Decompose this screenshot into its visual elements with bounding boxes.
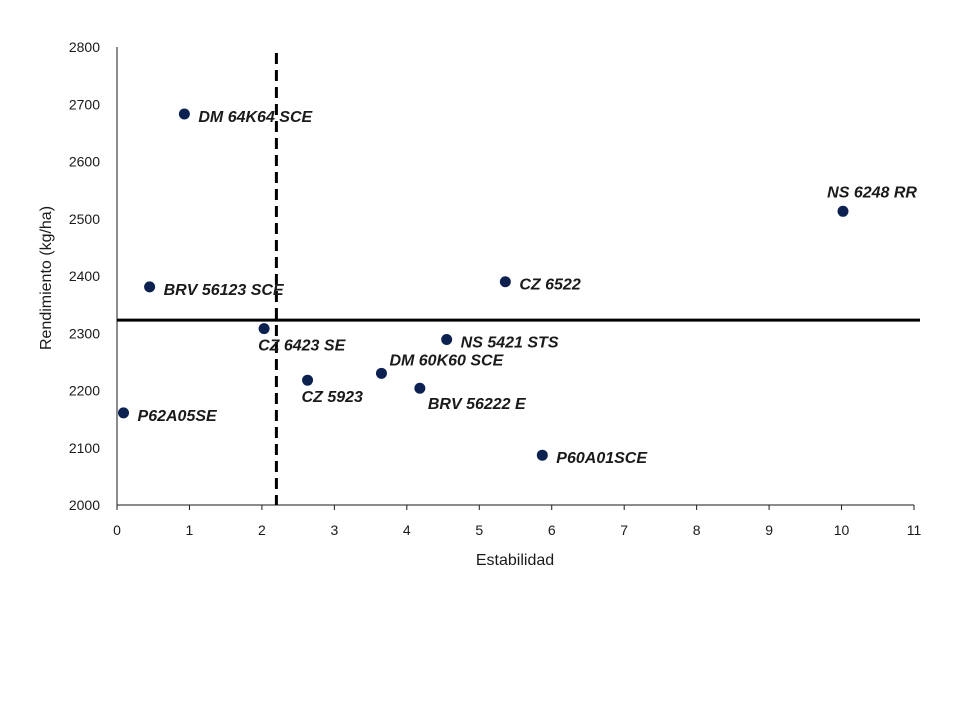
data-point [178,108,190,120]
x-tick-label: 8 [693,522,701,538]
data-point [837,205,849,217]
point-labels: DM 64K64 SCE NS 6248 RR BRV 56123 SCE CZ 65… [138,109,918,467]
data-points [118,108,849,461]
x-tick-label: 1 [186,522,194,538]
y-tick-label: 2800 [69,39,100,55]
x-tick-label: 2 [258,522,266,538]
data-point-label: CZ 6423 SE [258,338,346,355]
x-axis-ticks: 0 1 2 3 4 5 6 7 8 9 10 11 [113,505,921,538]
data-point [144,281,156,293]
data-point-label: CZ 6522 [519,277,580,294]
y-axis-title: Rendimiento (kg/ha) [38,206,55,350]
y-tick-label: 2000 [69,497,100,513]
data-point [118,407,130,419]
y-tick-label: 2500 [69,211,100,227]
data-point-label: P60A01SCE [556,450,648,467]
data-point-label: NS 6248 RR [827,184,917,201]
x-tick-label: 9 [765,522,773,538]
data-point [414,382,426,394]
axes [116,47,914,506]
data-point-label: CZ 5923 [302,389,363,406]
data-point-label: DM 64K64 SCE [198,109,313,126]
y-tick-label: 2700 [69,96,100,112]
data-point [536,449,548,461]
x-tick-label: 6 [548,522,556,538]
x-tick-label: 5 [475,522,483,538]
data-point [441,334,453,346]
data-point-label: DM 60K60 SCE [389,352,504,369]
reference-lines [117,53,920,505]
x-tick-label: 4 [403,522,411,538]
data-point-label: BRV 56123 SCE [164,282,285,299]
data-point-label: P62A05SE [138,408,218,425]
y-axis-ticks: 2000 2100 2200 2300 2400 2500 2600 2700 2800 [69,39,100,513]
y-tick-label: 2100 [69,440,100,456]
data-point [375,367,387,379]
data-point-label: NS 5421 STS [461,335,559,352]
data-point [302,374,314,386]
data-point [499,276,511,288]
x-tick-label: 3 [330,522,338,538]
x-tick-label: 0 [113,522,121,538]
data-point-label: BRV 56222 E [428,396,527,413]
x-tick-label: 11 [907,522,922,538]
x-tick-label: 10 [834,522,850,538]
x-tick-label: 7 [620,522,628,538]
data-point [258,323,270,335]
y-tick-label: 2300 [69,325,100,341]
x-axis-title: Estabilidad [476,552,554,569]
y-tick-label: 2200 [69,383,100,399]
y-tick-label: 2600 [69,154,100,170]
y-tick-label: 2400 [69,268,100,284]
